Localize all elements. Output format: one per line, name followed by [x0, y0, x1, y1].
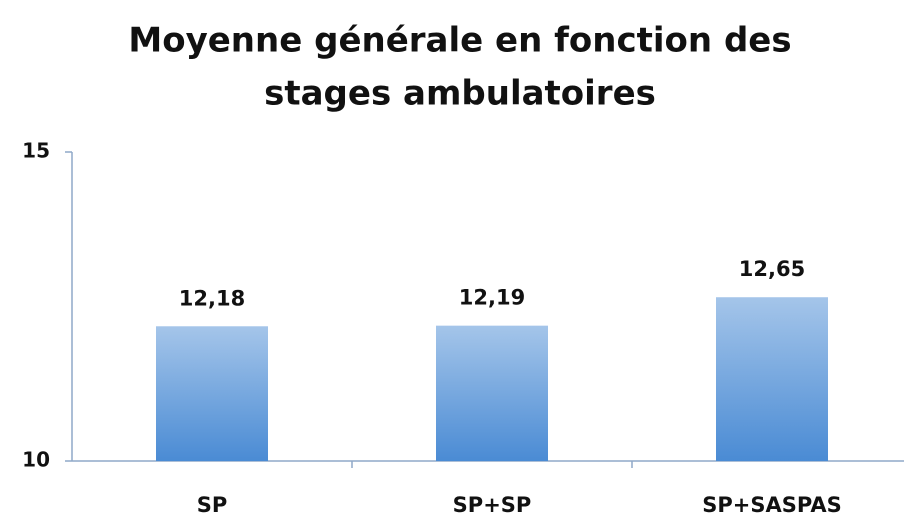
data-label: 12,19	[459, 286, 525, 310]
bar	[716, 297, 828, 461]
x-tick-label: SP+SP	[453, 493, 532, 517]
bar	[156, 326, 268, 461]
data-label: 12,18	[179, 286, 245, 310]
y-tick-label: 10	[22, 448, 50, 472]
data-label: 12,65	[739, 257, 805, 281]
chart-title: stages ambulatoires	[264, 74, 656, 114]
y-tick-label: 15	[22, 139, 50, 163]
x-tick-label: SP+SASPAS	[702, 493, 841, 517]
chart-title: Moyenne générale en fonction des	[128, 21, 791, 61]
x-tick-label: SP	[197, 493, 228, 517]
bar	[436, 325, 548, 461]
